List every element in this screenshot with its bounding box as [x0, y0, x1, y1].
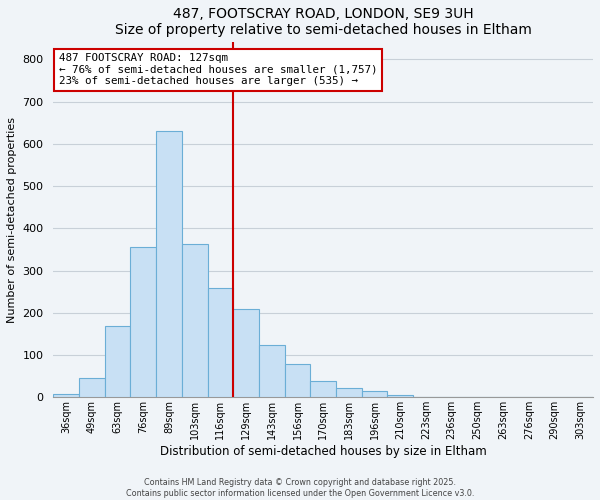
Bar: [259, 344, 284, 398]
Bar: [182, 244, 208, 398]
Bar: [284, 364, 310, 398]
Bar: [362, 392, 388, 398]
Bar: [310, 382, 336, 398]
Bar: [336, 388, 362, 398]
Y-axis label: Number of semi-detached properties: Number of semi-detached properties: [7, 117, 17, 323]
Bar: [53, 394, 79, 398]
Text: Contains HM Land Registry data © Crown copyright and database right 2025.
Contai: Contains HM Land Registry data © Crown c…: [126, 478, 474, 498]
X-axis label: Distribution of semi-detached houses by size in Eltham: Distribution of semi-detached houses by …: [160, 445, 487, 458]
Bar: [130, 248, 156, 398]
Bar: [105, 326, 130, 398]
Bar: [208, 288, 233, 398]
Text: 487 FOOTSCRAY ROAD: 127sqm
← 76% of semi-detached houses are smaller (1,757)
23%: 487 FOOTSCRAY ROAD: 127sqm ← 76% of semi…: [59, 53, 377, 86]
Title: 487, FOOTSCRAY ROAD, LONDON, SE9 3UH
Size of property relative to semi-detached : 487, FOOTSCRAY ROAD, LONDON, SE9 3UH Siz…: [115, 7, 532, 37]
Bar: [233, 308, 259, 398]
Bar: [413, 396, 439, 398]
Bar: [79, 378, 105, 398]
Bar: [156, 131, 182, 398]
Bar: [388, 395, 413, 398]
